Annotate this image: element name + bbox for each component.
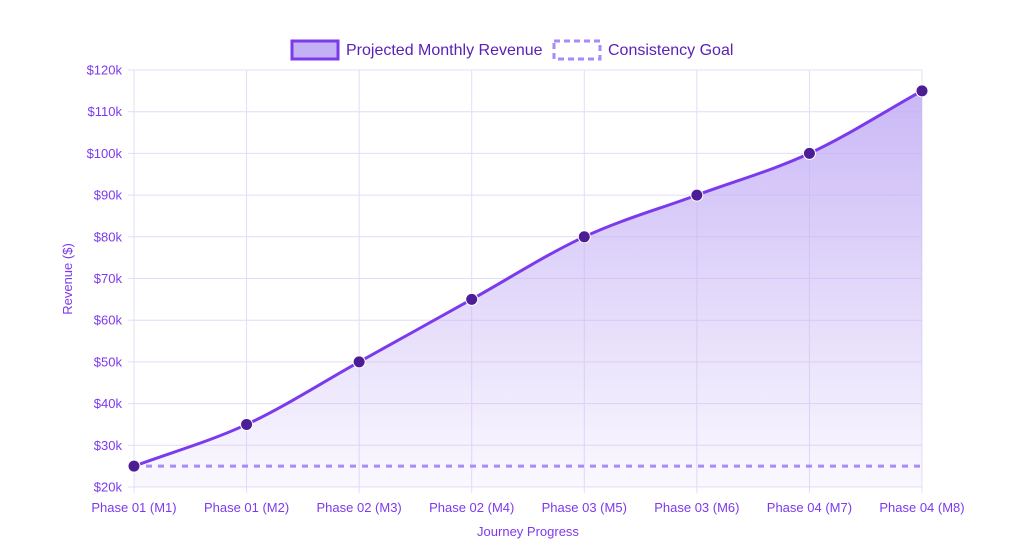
x-tick-label: Phase 03 (M6) [654,500,739,515]
revenue-point[interactable] [240,417,254,431]
x-tick-label: Phase 02 (M4) [429,500,514,515]
x-tick-label: Phase 04 (M8) [879,500,964,515]
legend-swatch-goal [552,39,602,61]
y-axis-ticks: $20k $30k $40k $50k $60k $70k $80k $90k $100k $11… [87,63,123,495]
revenue-line [133,89,923,468]
x-axis-title: Journey Progress [477,524,579,539]
x-axis-ticks: Phase 01 (M1) Phase 01 (M2) Phase 02 (M3) P… [91,500,964,515]
y-tick-label: $60k [94,313,123,328]
y-tick-label: $40k [94,396,123,411]
legend-item-goal[interactable]: Consistency Goal [552,39,733,61]
y-tick-label: $70k [94,271,123,286]
y-tick-label: $90k [94,188,123,203]
revenue-point[interactable] [465,292,479,306]
revenue-point[interactable] [915,84,929,98]
revenue-area [134,90,922,487]
y-tick-label: $80k [94,229,123,244]
legend-label-revenue: Projected Monthly Revenue [346,42,543,59]
revenue-point[interactable] [690,188,704,202]
y-tick-label: $110k [88,104,123,119]
y-axis-title: Revenue ($) [60,243,75,315]
x-tick-label: Phase 03 (M5) [542,500,627,515]
legend-swatch-revenue [290,39,340,61]
legend-item-revenue[interactable]: Projected Monthly Revenue [290,39,543,61]
revenue-point[interactable] [127,459,141,473]
area-fill [134,90,922,487]
legend-label-goal: Consistency Goal [608,42,733,59]
x-tick-label: Phase 02 (M3) [317,500,402,515]
legend: Projected Monthly Revenue Consistency Go… [290,39,733,61]
x-tick-label: Phase 01 (M1) [91,500,176,515]
x-tick-label: Phase 01 (M2) [204,500,289,515]
revenue-line-layer [133,89,923,468]
y-tick-label: $120k [87,63,123,78]
revenue-point[interactable] [352,355,366,369]
data-points [127,84,929,473]
revenue-point[interactable] [802,146,816,160]
y-tick-label: $50k [94,354,123,369]
revenue-point[interactable] [577,230,591,244]
x-tick-label: Phase 04 (M7) [767,500,852,515]
y-tick-label: $20k [94,480,123,495]
y-tick-label: $100k [87,146,123,161]
y-tick-label: $30k [94,438,123,453]
